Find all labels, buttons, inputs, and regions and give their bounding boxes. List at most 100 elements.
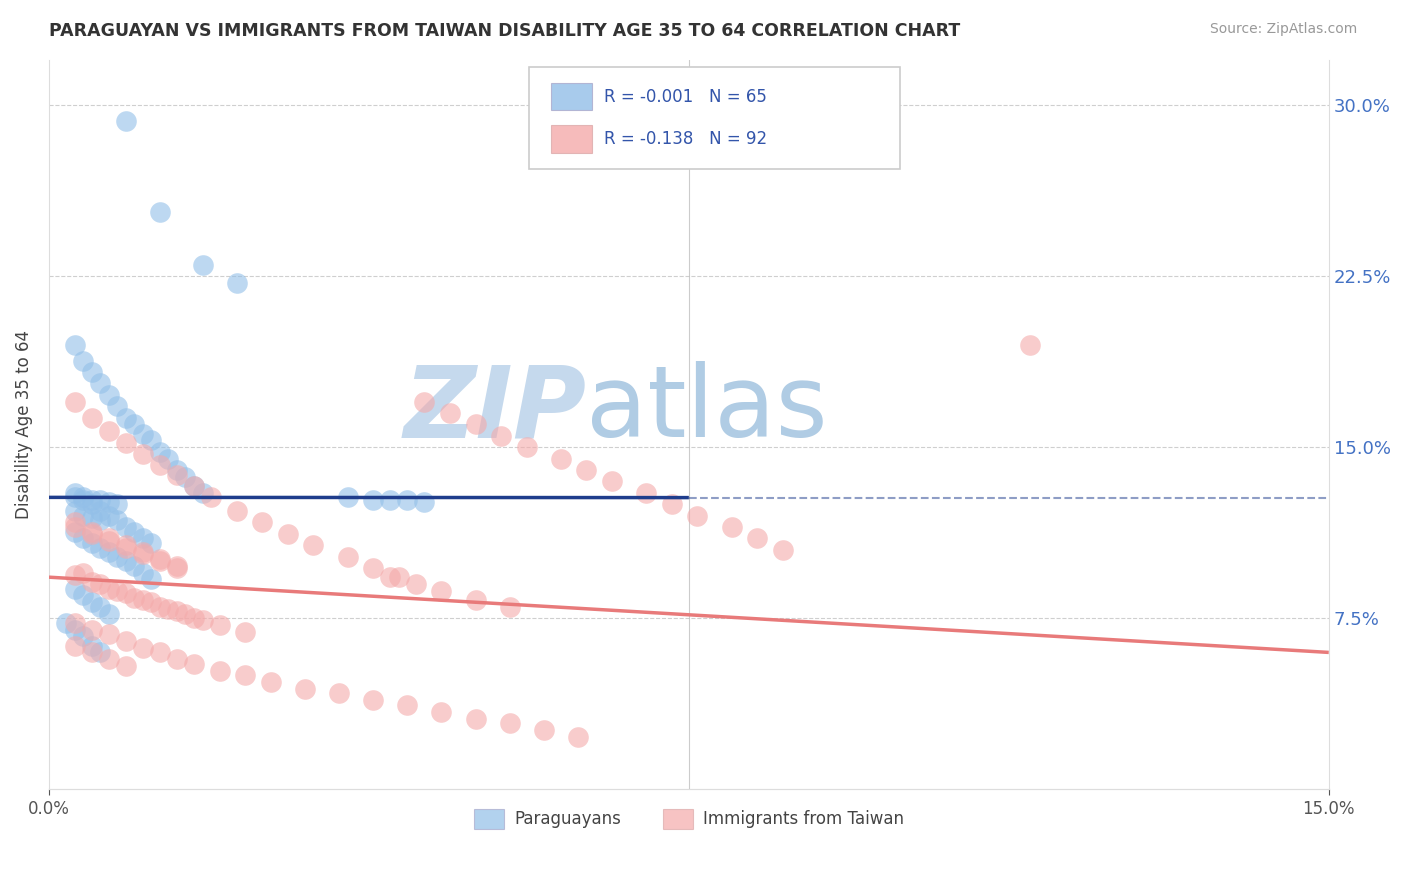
Point — [114, 541, 136, 555]
Point — [89, 541, 111, 555]
Point — [183, 657, 205, 671]
Point — [328, 686, 350, 700]
Point — [80, 595, 103, 609]
Point — [336, 549, 359, 564]
Point — [72, 566, 94, 580]
Point — [89, 492, 111, 507]
Point — [157, 602, 180, 616]
Point — [439, 406, 461, 420]
Point — [166, 558, 188, 573]
Point — [149, 554, 172, 568]
Point — [499, 716, 522, 731]
Point — [97, 582, 120, 596]
Point — [63, 491, 86, 505]
Point — [80, 524, 103, 539]
Point — [361, 492, 384, 507]
Point — [464, 417, 486, 432]
Point — [225, 276, 247, 290]
Text: Source: ZipAtlas.com: Source: ZipAtlas.com — [1209, 22, 1357, 37]
Point — [105, 399, 128, 413]
Point — [567, 730, 589, 744]
Point — [294, 681, 316, 696]
Point — [114, 435, 136, 450]
Point — [132, 447, 155, 461]
Point — [149, 552, 172, 566]
Point — [97, 532, 120, 546]
Point — [166, 604, 188, 618]
Y-axis label: Disability Age 35 to 64: Disability Age 35 to 64 — [15, 330, 32, 519]
Point — [80, 536, 103, 550]
Point — [105, 513, 128, 527]
Point — [464, 712, 486, 726]
Point — [772, 542, 794, 557]
Point — [80, 574, 103, 589]
Point — [124, 558, 146, 573]
Point — [97, 627, 120, 641]
Point — [63, 516, 86, 530]
Point — [97, 508, 120, 523]
Point — [516, 440, 538, 454]
Point — [252, 516, 274, 530]
Point — [174, 470, 197, 484]
Point — [260, 675, 283, 690]
Point — [380, 570, 402, 584]
Point — [72, 491, 94, 505]
Point — [132, 593, 155, 607]
Point — [105, 497, 128, 511]
Point — [233, 668, 256, 682]
Point — [277, 526, 299, 541]
Point — [63, 568, 86, 582]
Point — [499, 599, 522, 614]
Point — [114, 659, 136, 673]
Text: R = -0.138   N = 92: R = -0.138 N = 92 — [605, 130, 768, 148]
Point — [80, 645, 103, 659]
Point — [97, 533, 120, 548]
Point — [388, 570, 411, 584]
Point — [105, 583, 128, 598]
Point — [166, 467, 188, 482]
Legend: Paraguayans, Immigrants from Taiwan: Paraguayans, Immigrants from Taiwan — [467, 802, 910, 836]
Point — [63, 639, 86, 653]
Point — [191, 258, 214, 272]
Point — [63, 504, 86, 518]
Point — [141, 573, 163, 587]
Point — [124, 591, 146, 605]
Text: atlas: atlas — [586, 361, 828, 458]
Point — [89, 504, 111, 518]
Point — [114, 410, 136, 425]
Point — [380, 492, 402, 507]
Point — [72, 532, 94, 546]
Text: ZIP: ZIP — [404, 361, 586, 458]
Point — [396, 492, 419, 507]
Point — [489, 429, 512, 443]
Point — [80, 639, 103, 653]
Point — [686, 508, 709, 523]
Point — [72, 492, 94, 507]
Point — [89, 645, 111, 659]
Point — [124, 417, 146, 432]
Point — [141, 595, 163, 609]
FancyBboxPatch shape — [529, 67, 900, 169]
Point — [396, 698, 419, 712]
Text: PARAGUAYAN VS IMMIGRANTS FROM TAIWAN DISABILITY AGE 35 TO 64 CORRELATION CHART: PARAGUAYAN VS IMMIGRANTS FROM TAIWAN DIS… — [49, 22, 960, 40]
Point — [166, 463, 188, 477]
Point — [97, 495, 120, 509]
Point — [600, 475, 623, 489]
Point — [191, 485, 214, 500]
Point — [80, 365, 103, 379]
Point — [149, 599, 172, 614]
Point — [208, 664, 231, 678]
Point — [80, 623, 103, 637]
Point — [225, 504, 247, 518]
Point — [430, 583, 453, 598]
Point — [80, 497, 103, 511]
FancyBboxPatch shape — [551, 83, 592, 111]
Point — [149, 444, 172, 458]
Point — [89, 376, 111, 391]
Point — [63, 485, 86, 500]
Point — [72, 630, 94, 644]
Point — [80, 526, 103, 541]
Point — [97, 388, 120, 402]
Point — [132, 640, 155, 655]
Point — [63, 524, 86, 539]
